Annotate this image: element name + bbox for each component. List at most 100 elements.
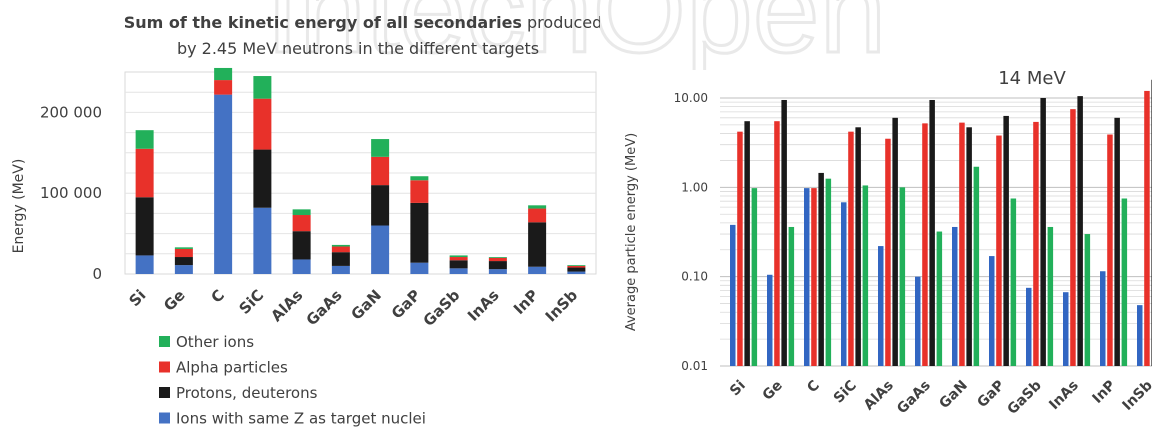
y-tick-label: 10.00 xyxy=(674,91,708,105)
bar xyxy=(751,188,758,366)
bar-segment xyxy=(331,244,350,247)
bar-segment xyxy=(174,265,193,274)
bar-segment xyxy=(528,222,547,267)
x-tick-label: InSb xyxy=(542,286,582,326)
bar-segment xyxy=(488,269,507,274)
bar xyxy=(774,121,780,366)
bar xyxy=(1121,198,1128,366)
bar xyxy=(973,166,980,366)
bar-segment xyxy=(174,247,193,249)
bar xyxy=(899,187,906,366)
y-tick-label: 100 000 xyxy=(40,184,102,202)
bar xyxy=(1100,271,1106,366)
x-tick-label: GaAs xyxy=(303,286,346,329)
bar xyxy=(841,202,847,366)
bar-segment xyxy=(214,80,233,95)
bar-segment xyxy=(528,205,547,209)
bar xyxy=(959,122,965,367)
y-tick-label: 1.00 xyxy=(681,180,708,194)
legend-label: Ions with same Z as target nuclei xyxy=(176,410,426,428)
bar-segment xyxy=(253,149,272,208)
bar xyxy=(1114,117,1120,367)
kinetic-energy-chart: Sum of the kinetic energy of all seconda… xyxy=(11,13,600,428)
bar-segment xyxy=(528,208,547,223)
chart-subtitle: 14 MeV xyxy=(998,68,1066,89)
x-tick-label: InP xyxy=(510,286,542,318)
bar xyxy=(1144,90,1150,366)
bar-segment xyxy=(567,265,586,266)
bar-segment xyxy=(528,266,547,274)
bar-segment xyxy=(449,257,468,261)
bar-segment xyxy=(135,255,154,274)
bar-segment xyxy=(253,98,272,150)
bar xyxy=(825,178,832,366)
bar-segment xyxy=(410,262,429,274)
bar-segment xyxy=(449,268,468,274)
bar xyxy=(929,99,935,366)
x-tick-label: SiC xyxy=(235,286,267,318)
bar xyxy=(848,131,854,366)
x-tick-label: Si xyxy=(727,378,749,400)
x-tick-label: InP xyxy=(1090,378,1119,407)
bar xyxy=(804,188,810,366)
bar-segment xyxy=(331,252,350,266)
chart-title-line1: Sum of the kinetic energy of all seconda… xyxy=(124,13,600,32)
chart-title-rest: produced xyxy=(522,13,600,32)
x-tick-label: C xyxy=(804,378,823,397)
bar xyxy=(818,172,824,366)
y-tick-label: 0.01 xyxy=(681,359,708,373)
bar-segment xyxy=(135,148,154,198)
bar-segment xyxy=(331,246,350,253)
bar-segment xyxy=(331,265,350,274)
bar-segment xyxy=(135,130,154,149)
bar-segment xyxy=(253,76,272,99)
bar-segment xyxy=(292,259,311,274)
bar xyxy=(1033,121,1039,366)
bar-segment xyxy=(567,267,586,272)
particle-energy-chart: 14 MeV Average particle energy (MeV) 0.0… xyxy=(624,68,1152,418)
bar-segment xyxy=(567,265,586,268)
bar xyxy=(862,185,869,366)
bar xyxy=(1010,198,1017,366)
bar-segment xyxy=(371,225,390,274)
bar-segment xyxy=(449,255,468,258)
bar xyxy=(966,127,972,366)
bar-segment xyxy=(292,231,311,260)
bar-segment xyxy=(135,197,154,256)
x-tick-label: GaAs xyxy=(894,378,934,418)
x-tick-label: Ge xyxy=(760,378,786,404)
bar xyxy=(737,131,743,366)
bar xyxy=(1077,96,1083,366)
x-tick-label: GaSb xyxy=(420,286,464,330)
chart-title-line2: by 2.45 MeV neutrons in the different ta… xyxy=(177,39,539,58)
bar-segment xyxy=(488,257,507,262)
bar-segment xyxy=(214,67,233,81)
bar xyxy=(952,226,958,366)
bar-segment xyxy=(410,176,429,181)
watermark-text: IntechOpen xyxy=(266,0,886,70)
bar xyxy=(892,117,898,367)
bar xyxy=(855,127,861,366)
x-tick-label: Si xyxy=(125,286,149,310)
bar-segment xyxy=(449,260,468,269)
bar xyxy=(878,246,884,366)
bar xyxy=(1026,287,1032,366)
legend-swatch xyxy=(159,361,170,373)
x-tick-label: SiC xyxy=(831,378,860,407)
bar xyxy=(1040,98,1046,366)
x-tick-label: GaSb xyxy=(1004,378,1044,418)
bar-segment xyxy=(567,271,586,274)
y-tick-label: 0.10 xyxy=(681,270,708,284)
bar xyxy=(915,276,921,366)
bar-segment xyxy=(292,209,311,216)
x-tick-label: InAs xyxy=(464,286,503,325)
bar xyxy=(989,256,995,366)
x-tick-label: GaN xyxy=(936,378,970,412)
x-tick-label: AlAs xyxy=(267,286,306,325)
bar-segment xyxy=(371,185,390,226)
bar xyxy=(744,121,750,366)
legend-label: Other ions xyxy=(176,333,254,351)
bar xyxy=(1107,134,1113,366)
bar xyxy=(1084,234,1091,366)
x-tick-label: InSb xyxy=(1120,378,1152,414)
